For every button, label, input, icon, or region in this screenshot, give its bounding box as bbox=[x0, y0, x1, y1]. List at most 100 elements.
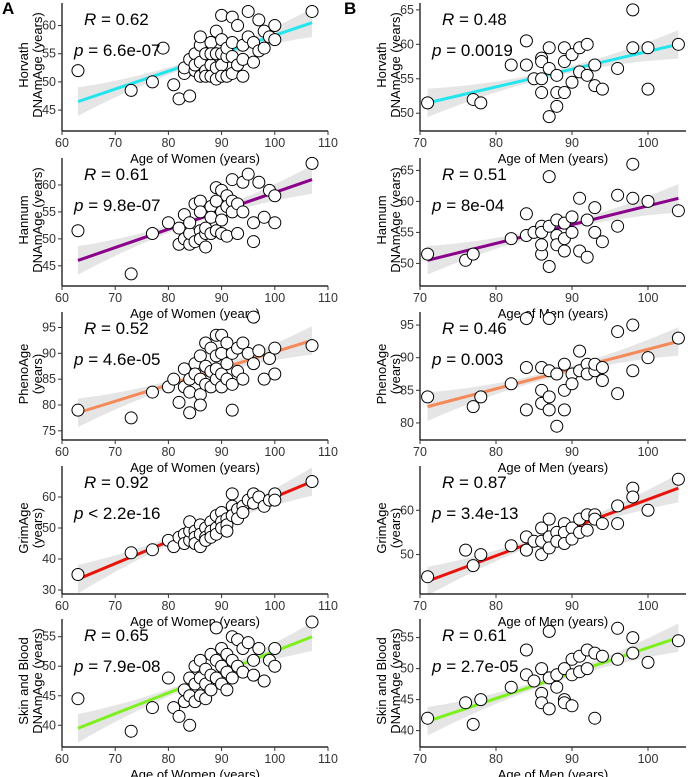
chart-9-y-tick-label-2: 50 bbox=[400, 662, 414, 676]
chart-1-y-tick-label-3: 65 bbox=[400, 3, 414, 17]
chart-3-y-axis-label-1: DNAmAge (years) bbox=[388, 167, 403, 272]
chart-8-point-46 bbox=[268, 659, 282, 673]
chart-2-x-tick-label-1: 70 bbox=[108, 291, 122, 305]
chart-8-x-tick-label-1: 70 bbox=[108, 752, 122, 766]
chart-4-point-49 bbox=[305, 339, 319, 353]
chart-2-y-tick-label-3: 60 bbox=[42, 178, 56, 192]
chart-2-point-46 bbox=[268, 216, 282, 230]
chart-3-point-4 bbox=[519, 207, 533, 221]
chart-0-point-15 bbox=[193, 30, 207, 44]
chart-8-point-47 bbox=[305, 615, 319, 629]
chart-7-point-33 bbox=[671, 472, 685, 486]
chart-4-x-axis-label: Age of Women (years) bbox=[130, 460, 260, 475]
chart-0-point-0 bbox=[71, 64, 85, 78]
chart-7-x-tick-label-2: 90 bbox=[565, 599, 579, 613]
chart-4-point-47 bbox=[268, 367, 282, 381]
chart-2-point-10 bbox=[183, 216, 197, 230]
chart-5-y-axis-label-0: PhenoAge bbox=[374, 344, 389, 405]
chart-9-point-5 bbox=[519, 643, 533, 657]
chart-6-p-value: p < 2.2e-16 bbox=[73, 504, 161, 523]
chart-2-point-42 bbox=[247, 235, 261, 249]
chart-1-point-21 bbox=[565, 75, 579, 89]
chart-5-point-18 bbox=[557, 403, 571, 417]
chart-0-point-5 bbox=[172, 92, 186, 106]
chart-1-point-3 bbox=[504, 58, 518, 72]
chart-3-point-21 bbox=[565, 225, 579, 239]
chart-9-point-11 bbox=[542, 624, 556, 638]
chart-5-r-number: = 0.46 bbox=[454, 319, 506, 338]
chart-3-point-26 bbox=[588, 201, 602, 215]
chart-3-point-34 bbox=[671, 204, 685, 218]
chart-1-point-33 bbox=[641, 41, 655, 55]
chart-8-x-tick-label-0: 60 bbox=[55, 752, 69, 766]
chart-5-y-tick-label-1: 85 bbox=[400, 383, 414, 397]
chart-6-point-38 bbox=[236, 506, 250, 519]
chart-1-y-tick-label-2: 60 bbox=[400, 37, 414, 51]
chart-2-y-tick-label-1: 50 bbox=[42, 232, 56, 246]
chart-3-point-28 bbox=[595, 235, 609, 249]
chart-5-point-4 bbox=[519, 312, 533, 326]
chart-3-p-value: p = 8e-04 bbox=[431, 196, 504, 215]
chart-4-point-4 bbox=[167, 372, 181, 386]
chart-2-point-14 bbox=[193, 205, 207, 219]
chart-1-p-number: = 0.0019 bbox=[441, 41, 512, 60]
chart-1-point-25 bbox=[580, 68, 594, 82]
chart-5-x-tick-label-2: 90 bbox=[565, 445, 579, 459]
chart-5-point-32 bbox=[626, 318, 640, 332]
chart-5-x-tick-label-3: 100 bbox=[638, 445, 659, 459]
chart-7-point-27 bbox=[595, 517, 609, 531]
chart-6-p-symbol: p bbox=[73, 504, 83, 523]
chart-9-p-symbol: p bbox=[431, 657, 441, 676]
chart-0-y-tick-label-1: 50 bbox=[42, 75, 56, 89]
chart-2-point-48 bbox=[305, 156, 319, 170]
chart-5-point-13 bbox=[542, 403, 556, 417]
chart-1-point-24 bbox=[580, 37, 594, 51]
chart-1-point-0 bbox=[421, 96, 435, 110]
chart-7-point-0 bbox=[421, 570, 435, 584]
chart-1-point-29 bbox=[611, 61, 625, 75]
chart-8-point-8 bbox=[183, 718, 197, 732]
chart-4-y-tick-label-2: 85 bbox=[42, 372, 56, 386]
chart-4-point-5 bbox=[172, 395, 186, 409]
chart-6-x-tick-label-5: 110 bbox=[318, 599, 338, 613]
chart-0-x-tick-label-3: 90 bbox=[215, 136, 229, 150]
chart-9-x-axis-label: Age of Men (years) bbox=[498, 767, 609, 777]
chart-0-point-4 bbox=[167, 78, 181, 92]
chart-2-point-13 bbox=[193, 194, 207, 208]
chart-8-y-axis-label-1: DNAmAge (years) bbox=[30, 628, 45, 733]
chart-0-p-symbol: p bbox=[73, 41, 83, 60]
chart-9-point-2 bbox=[466, 717, 480, 731]
chart-1-x-tick-label-2: 90 bbox=[565, 136, 579, 150]
chart-0-point-20 bbox=[204, 35, 218, 49]
chart-0-y-tick-label-0: 45 bbox=[42, 103, 56, 117]
chart-2-y-tick-label-0: 45 bbox=[42, 259, 56, 273]
chart-4-point-43 bbox=[247, 357, 261, 371]
chart-4-point-46 bbox=[262, 352, 276, 365]
chart-8-point-23 bbox=[209, 621, 223, 635]
chart-0-point-43 bbox=[236, 52, 250, 66]
chart-3-y-tick-label-2: 60 bbox=[400, 194, 414, 208]
chart-8-point-5 bbox=[172, 709, 186, 723]
chart-2-p-number: = 9.8e-07 bbox=[83, 196, 160, 215]
chart-5-point-30 bbox=[611, 325, 625, 339]
chart-1-p-symbol: p bbox=[431, 41, 441, 60]
chart-5-p-number: = 0.003 bbox=[441, 350, 503, 369]
chart-1-y-tick-label-0: 50 bbox=[400, 106, 414, 120]
chart-8-point-43 bbox=[257, 674, 271, 688]
chart-9-point-31 bbox=[626, 631, 640, 645]
chart-4-point-42 bbox=[247, 310, 261, 324]
chart-2-point-28 bbox=[215, 213, 229, 227]
chart-6-r-symbol: R bbox=[84, 473, 96, 492]
chart-2-point-0 bbox=[71, 224, 85, 238]
chart-7-point-1 bbox=[459, 543, 473, 557]
chart-6-y-tick-label-3: 60 bbox=[42, 490, 56, 504]
chart-7-y-axis-label-1: (years) bbox=[388, 508, 403, 548]
chart-3-p-symbol: p bbox=[431, 196, 441, 215]
chart-2-point-3 bbox=[161, 216, 175, 230]
chart-1-x-tick-label-0: 70 bbox=[413, 136, 427, 150]
chart-0-r-symbol: R bbox=[84, 10, 96, 29]
chart-6-y-tick-label-1: 40 bbox=[42, 552, 56, 566]
chart-9-point-33 bbox=[641, 655, 655, 669]
chart-0-point-40 bbox=[231, 19, 245, 33]
